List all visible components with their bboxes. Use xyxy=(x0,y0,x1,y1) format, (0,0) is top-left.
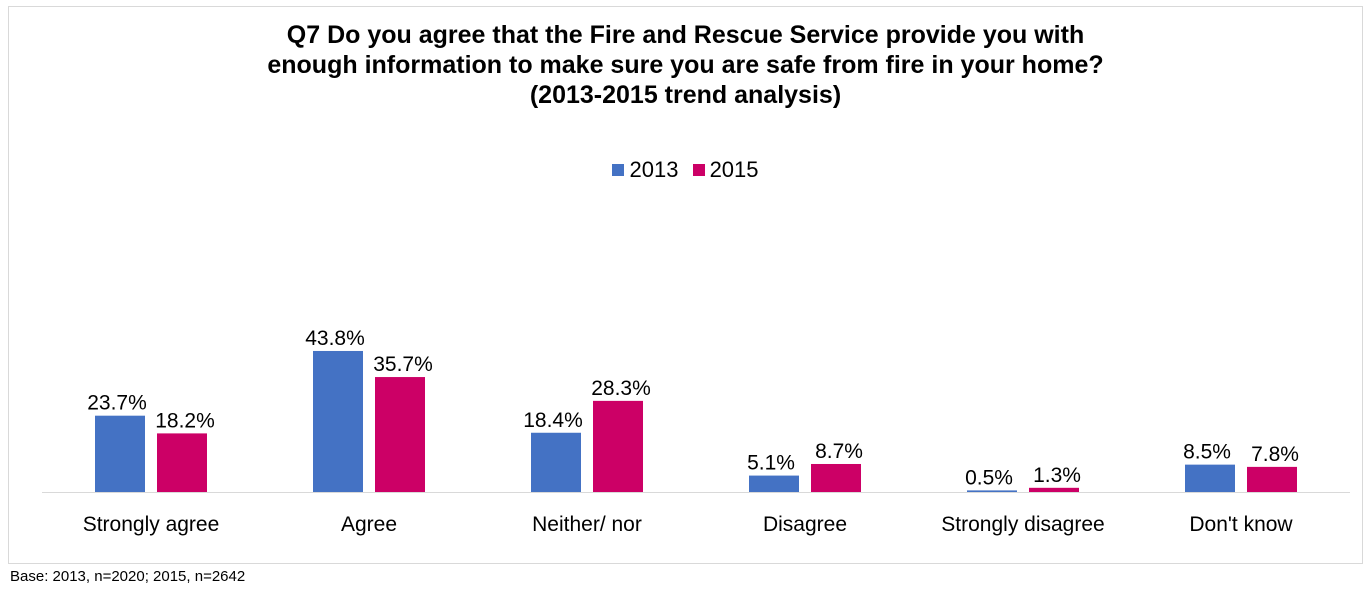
data-label-strongly-agree-2013: 23.7% xyxy=(87,392,147,415)
bar-disagree-2015 xyxy=(811,463,861,492)
bar-neither-nor-2015 xyxy=(593,400,643,492)
bar-don-t-know-2013 xyxy=(1185,464,1235,492)
bar-strongly-disagree-2015 xyxy=(1029,487,1079,492)
data-label-agree-2013: 43.8% xyxy=(305,327,365,350)
data-label-don-t-know-2015: 7.8% xyxy=(1251,443,1299,466)
data-label-agree-2015: 35.7% xyxy=(373,353,433,376)
data-label-neither-nor-2015: 28.3% xyxy=(591,377,651,400)
bar-neither-nor-2013 xyxy=(531,432,581,492)
legend-item-2015: 2015 xyxy=(692,157,759,183)
bar-strongly-agree-2013 xyxy=(95,415,145,492)
bar-strongly-agree-2015 xyxy=(157,433,207,492)
base-footnote: Base: 2013, n=2020; 2015, n=2642 xyxy=(10,568,246,585)
category-label-disagree: Disagree xyxy=(763,513,847,536)
bar-disagree-2013 xyxy=(749,475,799,492)
bar-agree-2013 xyxy=(313,350,363,492)
category-label-strongly-agree: Strongly agree xyxy=(83,513,220,536)
chart-legend: 2013 2015 xyxy=(0,156,1371,183)
legend-swatch-2013 xyxy=(612,164,625,176)
category-label-neither-nor: Neither/ nor xyxy=(532,513,642,536)
category-label-don-t-know: Don't know xyxy=(1189,513,1293,536)
chart-title-line-2: enough information to make sure you are … xyxy=(267,51,1104,79)
category-label-agree: Agree xyxy=(341,513,397,536)
chart-title-line-1: Q7 Do you agree that the Fire and Rescue… xyxy=(286,21,1085,49)
chart-frame xyxy=(8,6,1363,564)
legend-swatch-2015 xyxy=(692,164,705,176)
data-label-neither-nor-2013: 18.4% xyxy=(523,409,583,432)
legend-label-2015: 2015 xyxy=(709,157,759,182)
data-label-disagree-2013: 5.1% xyxy=(747,452,795,475)
data-label-strongly-disagree-2015: 1.3% xyxy=(1033,464,1081,487)
legend-label-2013: 2013 xyxy=(629,157,679,182)
legend-item-2013: 2013 xyxy=(612,157,678,183)
data-label-disagree-2015: 8.7% xyxy=(815,440,863,463)
data-label-strongly-disagree-2013: 0.5% xyxy=(965,466,1013,489)
chart-title-line-3: (2013-2015 trend analysis) xyxy=(529,81,842,109)
data-label-strongly-agree-2015: 18.2% xyxy=(155,409,215,432)
data-label-don-t-know-2013: 8.5% xyxy=(1183,441,1231,464)
chart-title: Q7 Do you agree that the Fire and Rescue… xyxy=(0,20,1371,110)
bar-agree-2015 xyxy=(375,377,425,492)
category-label-strongly-disagree: Strongly disagree xyxy=(941,513,1104,536)
bar-strongly-disagree-2013 xyxy=(967,490,1017,492)
bar-don-t-know-2015 xyxy=(1247,466,1297,492)
